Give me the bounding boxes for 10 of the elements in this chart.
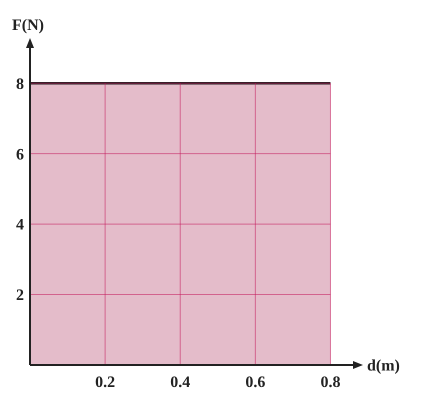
y-tick-label: 4 [16,216,24,234]
x-axis-title: d(m) [367,358,400,375]
y-tick-label: 6 [16,146,24,164]
x-tick-label: 0.4 [170,374,190,391]
x-tick-label: 0.2 [95,374,116,391]
x-tick-label: 0.6 [245,374,266,391]
y-axis-title: F(N) [12,17,44,34]
y-tick-label: 8 [16,76,24,93]
x-tick-label: 0.8 [320,374,340,391]
y-tick-label: 2 [16,287,24,304]
